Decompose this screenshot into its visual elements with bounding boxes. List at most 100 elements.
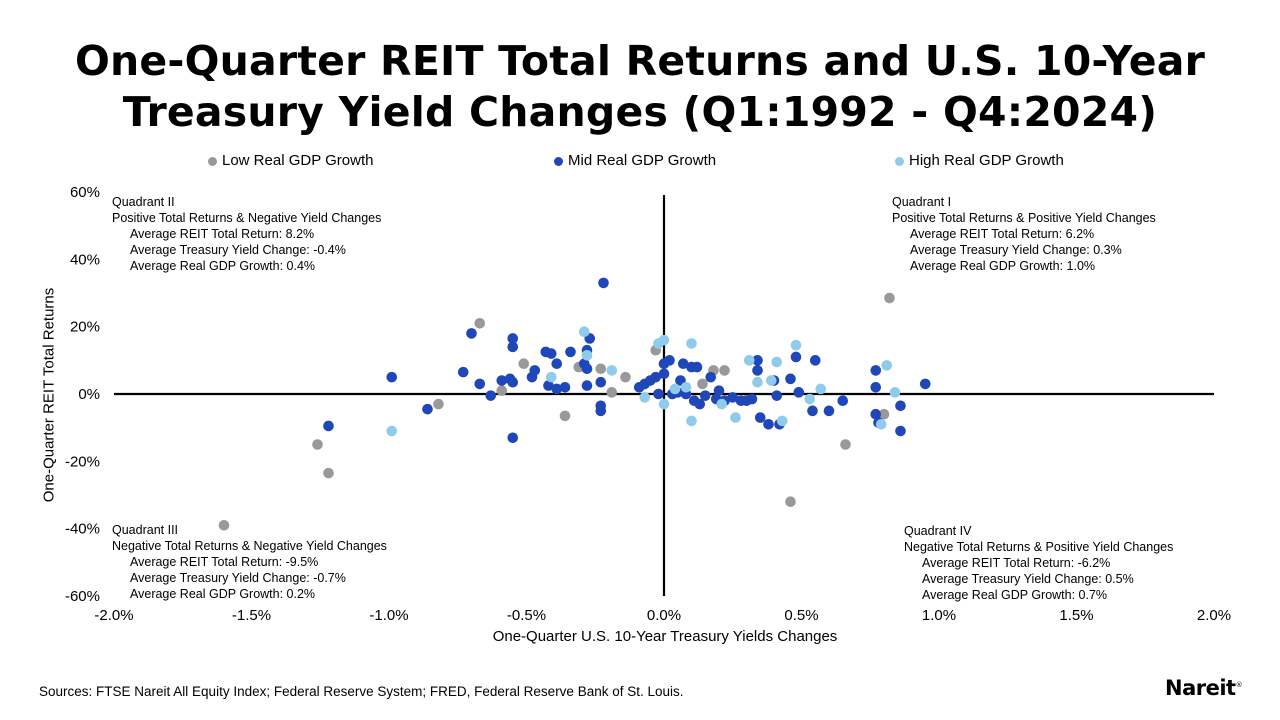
data-point: [713, 385, 725, 396]
quadrant-iv-name: Quadrant IV: [904, 524, 972, 538]
data-point: [870, 365, 882, 376]
data-point: [620, 371, 631, 383]
data-point: [507, 333, 519, 344]
data-point: [691, 361, 703, 373]
data-point: [699, 390, 711, 401]
data-point: [323, 420, 334, 432]
data-point: [559, 381, 571, 393]
y-tick-label: 60%: [70, 184, 100, 201]
data-point: [507, 432, 519, 444]
quadrant-ii-name: Quadrant II: [112, 195, 175, 209]
data-point: [752, 376, 763, 388]
x-tick-label: -2.0%: [94, 607, 133, 624]
y-tick-label: 0%: [78, 386, 100, 403]
y-tick-label: 40%: [70, 251, 100, 268]
registered-mark: ®: [1235, 681, 1243, 689]
quadrant-i-name: Quadrant I: [892, 195, 952, 209]
data-point: [870, 408, 882, 420]
data-point: [895, 400, 906, 412]
data-point: [669, 383, 681, 395]
quadrant-ii-desc: Positive Total Returns & Negative Yield …: [112, 211, 382, 225]
quadrant-ii-annotation: Quadrant II Positive Total Returns & Neg…: [112, 194, 381, 274]
y-tick-label: 20%: [70, 319, 100, 336]
data-point: [785, 496, 796, 508]
quadrant-iii-yield: Average Treasury Yield Change: -0.7%: [130, 571, 346, 585]
quadrant-iii-reit: Average REIT Total Return: -9.5%: [130, 555, 319, 569]
data-point: [664, 355, 675, 366]
data-point: [884, 292, 895, 304]
data-point: [386, 371, 398, 383]
nareit-logo: Nareit®: [1165, 676, 1243, 700]
quadrant-i-annotation: Quadrant I Positive Total Returns & Posi…: [892, 194, 1156, 274]
data-point: [559, 410, 571, 422]
data-point: [776, 415, 788, 427]
quadrant-iv-yield: Average Treasury Yield Change: 0.5%: [922, 572, 1134, 586]
legend-label-low: Low Real GDP Growth: [222, 152, 374, 169]
data-point: [578, 326, 590, 338]
data-point: [658, 368, 670, 380]
data-point: [543, 380, 554, 391]
data-point: [807, 405, 818, 417]
data-point: [653, 388, 664, 400]
data-point: [639, 392, 651, 403]
legend-item-low: Low Real GDP Growth: [208, 152, 373, 170]
data-point: [752, 355, 763, 366]
data-point: [878, 408, 890, 420]
quadrant-iii-desc: Negative Total Returns & Negative Yield …: [112, 539, 387, 553]
data-point: [771, 356, 783, 368]
quadrant-iii-gdp: Average Real GDP Growth: 0.2%: [130, 587, 316, 601]
data-point: [386, 425, 398, 437]
data-point: [581, 380, 593, 391]
quadrant-iii-name: Quadrant III: [112, 523, 179, 537]
data-point: [752, 365, 763, 376]
data-point: [474, 318, 486, 329]
data-point: [823, 405, 835, 417]
quadrant-iii-annotation: Quadrant III Negative Total Returns & Ne…: [112, 522, 387, 602]
data-point: [598, 277, 609, 289]
x-tick-label: 2.0%: [1197, 607, 1231, 624]
data-point: [680, 381, 692, 393]
data-point: [518, 358, 530, 370]
data-point: [457, 366, 469, 378]
data-point: [746, 393, 758, 405]
nareit-logo-text: Nareit: [1165, 676, 1236, 700]
data-point: [765, 375, 777, 386]
data-point: [496, 375, 508, 386]
data-point: [694, 398, 706, 410]
quadrant-ii-gdp: Average Real GDP Growth: 0.4%: [130, 259, 316, 273]
x-tick-label: -0.5%: [507, 607, 546, 624]
data-point: [804, 393, 816, 405]
quadrant-ii-reit: Average REIT Total Return: 8.2%: [130, 227, 315, 241]
legend-marker-mid-icon: [554, 156, 563, 166]
quadrant-i-gdp: Average Real GDP Growth: 1.0%: [910, 259, 1096, 273]
quadrant-i-reit: Average REIT Total Return: 6.2%: [910, 227, 1095, 241]
x-tick-label: 1.5%: [1059, 607, 1093, 624]
data-point: [705, 371, 717, 383]
data-point: [881, 360, 893, 371]
chart-title-line-1: One-Quarter REIT Total Returns and U.S. …: [74, 37, 1206, 85]
quadrant-iv-gdp: Average Real GDP Growth: 0.7%: [922, 588, 1108, 602]
quadrant-iv-annotation: Quadrant IV Negative Total Returns & Pos…: [904, 523, 1173, 603]
data-point: [507, 341, 519, 353]
data-point: [815, 383, 827, 395]
y-tick-label: -40%: [65, 521, 100, 538]
data-point: [895, 425, 906, 437]
data-point: [312, 439, 323, 450]
data-point: [551, 358, 563, 370]
data-point: [790, 351, 802, 363]
x-tick-label: -1.5%: [232, 607, 271, 624]
legend-marker-high-icon: [895, 156, 904, 166]
data-point: [529, 365, 541, 376]
x-tick-label: 1.0%: [922, 607, 956, 624]
series-high: [386, 326, 901, 437]
data-point: [658, 398, 670, 410]
legend-label-mid: Mid Real GDP Growth: [568, 152, 717, 169]
data-point: [606, 387, 618, 398]
legend-label-high: High Real GDP Growth: [909, 152, 1064, 169]
chart-title-line-2: Treasury Yield Changes (Q1:1992 - Q4:202…: [122, 88, 1158, 136]
quadrant-ii-yield: Average Treasury Yield Change: -0.4%: [130, 243, 346, 257]
series-mid: [323, 277, 931, 444]
x-tick-label: -1.0%: [369, 607, 408, 624]
data-point: [730, 412, 741, 423]
